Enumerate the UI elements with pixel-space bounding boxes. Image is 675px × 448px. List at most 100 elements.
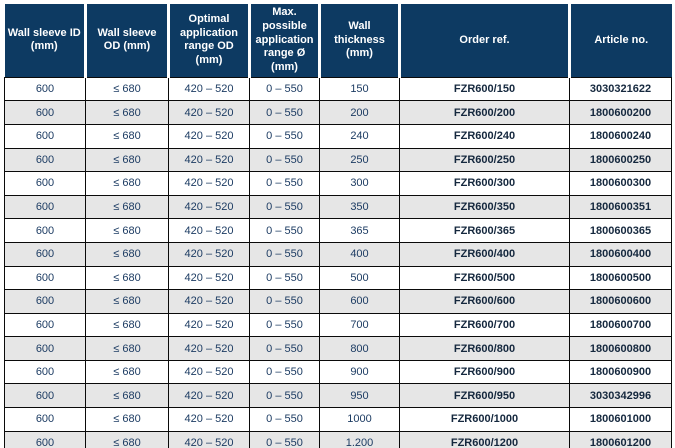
- table-row: 600 ≤ 680 420 – 520 0 – 550 365 FZR600/365 180…: [4, 218, 672, 243]
- cell-wall-thickness: 365: [319, 218, 400, 243]
- cell-article-no: 1800600800: [569, 336, 672, 361]
- cell-wall-sleeve-id: 600: [4, 289, 86, 314]
- cell-wall-sleeve-od: ≤ 680: [85, 241, 169, 267]
- cell-article-no: 1800600351: [569, 194, 672, 220]
- cell-order-ref: FZR600/500: [399, 265, 570, 291]
- cell-max-possible-application-range: 0 – 550: [249, 76, 320, 102]
- cell-order-ref: FZR600/900: [399, 359, 570, 385]
- cell-wall-sleeve-id: 600: [4, 336, 86, 361]
- col-header-max-possible-application-range: Max. possible application range Ø (mm): [248, 4, 320, 78]
- cell-wall-thickness: 1.200: [319, 430, 400, 448]
- cell-wall-thickness: 800: [319, 336, 400, 361]
- cell-wall-sleeve-id: 600: [4, 123, 86, 149]
- cell-wall-sleeve-od: ≤ 680: [85, 289, 169, 314]
- cell-article-no: 1800600200: [569, 100, 672, 125]
- cell-optimal-application-range-od: 420 – 520: [168, 407, 250, 432]
- table-row: 600 ≤ 680 420 – 520 0 – 550 350 FZR600/350 180…: [4, 194, 672, 220]
- cell-max-possible-application-range: 0 – 550: [249, 265, 320, 291]
- cell-wall-sleeve-id: 600: [4, 430, 86, 448]
- cell-optimal-application-range-od: 420 – 520: [168, 147, 250, 173]
- cell-optimal-application-range-od: 420 – 520: [168, 100, 250, 125]
- cell-order-ref: FZR600/365: [399, 218, 570, 243]
- cell-article-no: 3030342996: [569, 383, 672, 409]
- cell-wall-sleeve-id: 600: [4, 265, 86, 291]
- cell-wall-thickness: 200: [319, 100, 400, 125]
- table-row: 600 ≤ 680 420 – 520 0 – 550 900 FZR600/900 180…: [4, 359, 672, 385]
- cell-order-ref: FZR600/400: [399, 241, 570, 267]
- cell-order-ref: FZR600/200: [399, 100, 570, 125]
- cell-optimal-application-range-od: 420 – 520: [168, 218, 250, 243]
- table-row: 600 ≤ 680 420 – 520 0 – 550 300 FZR600/300 180…: [4, 171, 672, 196]
- cell-wall-thickness: 150: [319, 76, 400, 102]
- cell-optimal-application-range-od: 420 – 520: [168, 171, 250, 196]
- cell-wall-sleeve-id: 600: [4, 218, 86, 243]
- cell-wall-thickness: 350: [319, 194, 400, 220]
- cell-max-possible-application-range: 0 – 550: [249, 123, 320, 149]
- table-row: 600 ≤ 680 420 – 520 0 – 550 500 FZR600/500 180…: [4, 265, 672, 291]
- col-header-optimal-application-range-od: Optimal application range OD (mm): [167, 4, 250, 78]
- cell-optimal-application-range-od: 420 – 520: [168, 359, 250, 385]
- cell-wall-thickness: 250: [319, 147, 400, 173]
- cell-wall-sleeve-od: ≤ 680: [85, 171, 169, 196]
- cell-article-no: 1800600900: [569, 359, 672, 385]
- cell-wall-sleeve-od: ≤ 680: [85, 147, 169, 173]
- cell-max-possible-application-range: 0 – 550: [249, 336, 320, 361]
- table-row: 600 ≤ 680 420 – 520 0 – 550 1.200 FZR600/1200…: [4, 430, 672, 448]
- cell-wall-sleeve-od: ≤ 680: [85, 359, 169, 385]
- spec-table-container: Wall sleeve ID (mm) Wall sleeve OD (mm) …: [4, 4, 672, 448]
- cell-wall-sleeve-od: ≤ 680: [85, 430, 169, 448]
- cell-wall-sleeve-id: 600: [4, 241, 86, 267]
- table-row: 600 ≤ 680 420 – 520 0 – 550 700 FZR600/700 180…: [4, 312, 672, 338]
- table-row: 600 ≤ 680 420 – 520 0 – 550 600 FZR600/600 180…: [4, 289, 672, 314]
- table-row: 600 ≤ 680 420 – 520 0 – 550 950 FZR600/950 303…: [4, 383, 672, 409]
- cell-optimal-application-range-od: 420 – 520: [168, 312, 250, 338]
- cell-max-possible-application-range: 0 – 550: [249, 100, 320, 125]
- cell-wall-sleeve-id: 600: [4, 312, 86, 338]
- cell-wall-sleeve-od: ≤ 680: [85, 194, 169, 220]
- cell-wall-thickness: 700: [319, 312, 400, 338]
- cell-max-possible-application-range: 0 – 550: [249, 359, 320, 385]
- cell-wall-sleeve-id: 600: [4, 359, 86, 385]
- cell-article-no: 1800601000: [569, 407, 672, 432]
- cell-order-ref: FZR600/700: [399, 312, 570, 338]
- table-row: 600 ≤ 680 420 – 520 0 – 550 400 FZR600/400 180…: [4, 241, 672, 267]
- cell-wall-thickness: 1000: [319, 407, 400, 432]
- cell-max-possible-application-range: 0 – 550: [249, 241, 320, 267]
- cell-wall-sleeve-od: ≤ 680: [85, 123, 169, 149]
- cell-wall-sleeve-od: ≤ 680: [85, 312, 169, 338]
- col-header-wall-thickness: Wall thickness (mm): [318, 4, 400, 78]
- cell-wall-thickness: 300: [319, 171, 400, 196]
- cell-wall-thickness: 600: [319, 289, 400, 314]
- cell-wall-sleeve-id: 600: [4, 383, 86, 409]
- cell-optimal-application-range-od: 420 – 520: [168, 383, 250, 409]
- cell-order-ref: FZR600/150: [399, 76, 570, 102]
- cell-wall-sleeve-od: ≤ 680: [85, 407, 169, 432]
- cell-wall-sleeve-od: ≤ 680: [85, 218, 169, 243]
- cell-order-ref: FZR600/350: [399, 194, 570, 220]
- cell-order-ref: FZR600/300: [399, 171, 570, 196]
- cell-optimal-application-range-od: 420 – 520: [168, 123, 250, 149]
- table-row: 600 ≤ 680 420 – 520 0 – 550 150 FZR600/150 303…: [4, 76, 672, 102]
- cell-order-ref: FZR600/950: [399, 383, 570, 409]
- cell-order-ref: FZR600/800: [399, 336, 570, 361]
- cell-order-ref: FZR600/600: [399, 289, 570, 314]
- cell-order-ref: FZR600/1200: [399, 430, 570, 448]
- cell-max-possible-application-range: 0 – 550: [249, 218, 320, 243]
- table-row: 600 ≤ 680 420 – 520 0 – 550 1000 FZR600/1000 1…: [4, 407, 672, 432]
- cell-article-no: 1800600365: [569, 218, 672, 243]
- cell-wall-sleeve-id: 600: [4, 171, 86, 196]
- cell-max-possible-application-range: 0 – 550: [249, 171, 320, 196]
- cell-article-no: 1800600500: [569, 265, 672, 291]
- cell-article-no: 1800600300: [569, 171, 672, 196]
- col-header-wall-sleeve-od: Wall sleeve OD (mm): [84, 4, 169, 78]
- cell-wall-sleeve-id: 600: [4, 100, 86, 125]
- cell-article-no: 1800600400: [569, 241, 672, 267]
- cell-wall-sleeve-od: ≤ 680: [85, 100, 169, 125]
- table-row: 600 ≤ 680 420 – 520 0 – 550 240 FZR600/240 180…: [4, 123, 672, 149]
- cell-article-no: 1800600240: [569, 123, 672, 149]
- cell-article-no: 1800600600: [569, 289, 672, 314]
- cell-order-ref: FZR600/250: [399, 147, 570, 173]
- cell-max-possible-application-range: 0 – 550: [249, 407, 320, 432]
- cell-max-possible-application-range: 0 – 550: [249, 147, 320, 173]
- cell-wall-sleeve-od: ≤ 680: [85, 383, 169, 409]
